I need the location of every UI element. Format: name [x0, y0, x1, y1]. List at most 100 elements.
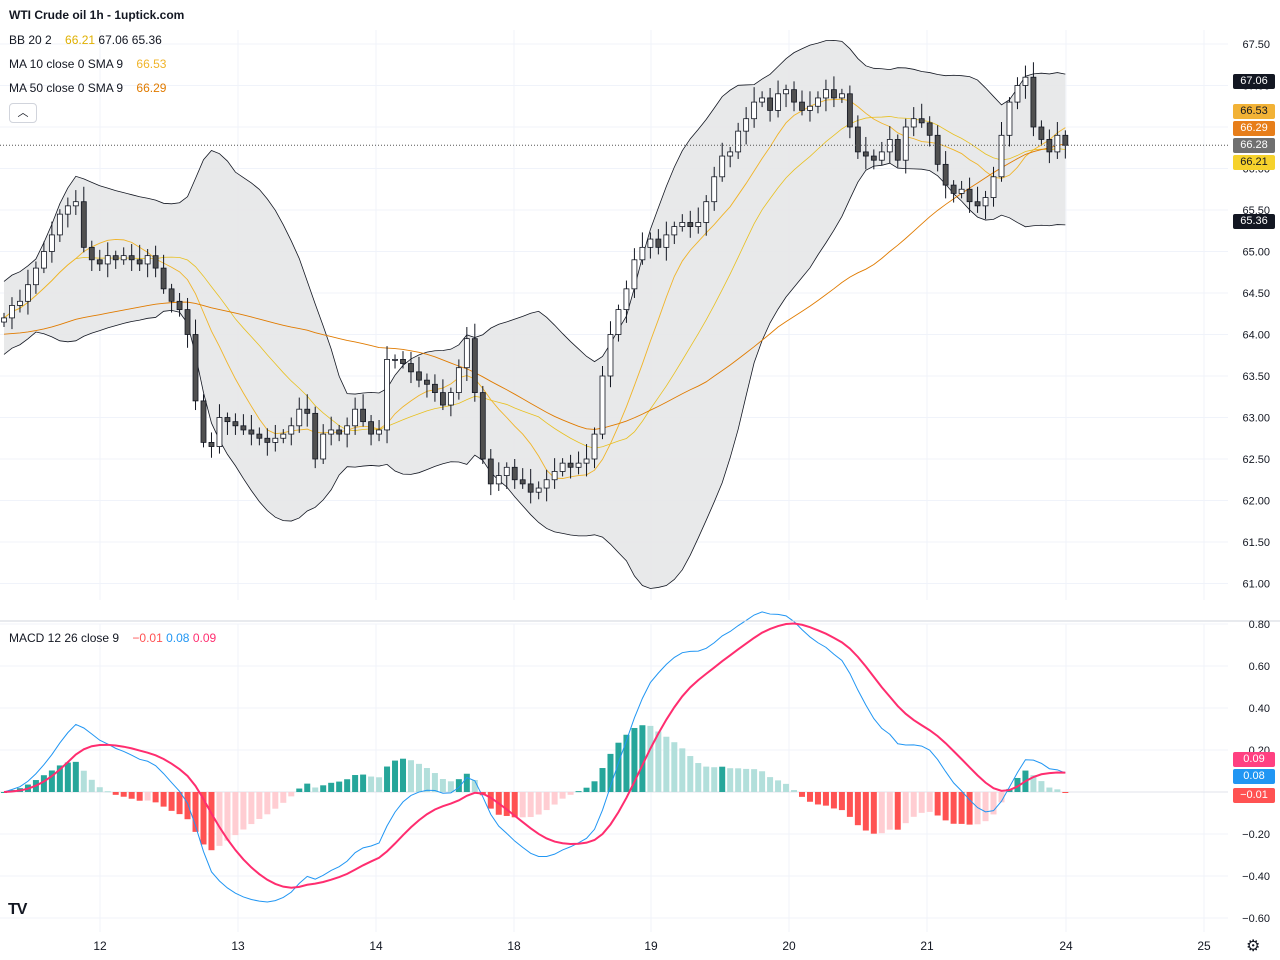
date-tick-label: 14 [369, 939, 383, 953]
candle-body [527, 483, 534, 493]
candle-body [671, 226, 678, 236]
candle-body [878, 151, 885, 161]
macd-hist-bar [814, 792, 821, 805]
macd-hist-bar [695, 763, 702, 792]
candle-body [48, 234, 55, 252]
candle-body [352, 408, 359, 427]
candle-body [1038, 126, 1045, 140]
macd-hist-bar [415, 763, 422, 792]
date-tick-label: 13 [231, 939, 245, 953]
bb-legend[interactable]: BB 20 2 66.21 67.06 65.36 [9, 33, 162, 47]
macd-hist-bar [767, 777, 774, 792]
candle-body [192, 334, 199, 402]
candle-body [455, 367, 462, 394]
candle-body [64, 205, 71, 215]
candle-body [56, 213, 63, 236]
macd-hist-bar [88, 779, 95, 792]
candle-body [80, 201, 87, 248]
collapse-legend-button[interactable]: ︿ [9, 103, 37, 123]
candle-body [280, 433, 287, 439]
macd-hist-value: −0.01 [132, 631, 163, 645]
bb-basis-badge: 66.21 [1233, 155, 1275, 170]
macd-hist-bar [184, 792, 191, 820]
macd-tick-label: 0.60 [1249, 661, 1270, 673]
candle-body [870, 155, 877, 161]
chart-title: WTI Crude oil 1h - 1uptick.com [9, 8, 185, 22]
ma10-legend[interactable]: MA 10 close 0 SMA 9 66.53 [9, 57, 166, 71]
candle-body [1030, 76, 1037, 128]
candle-body [894, 139, 901, 161]
candle-body [567, 462, 574, 468]
candle-body [623, 288, 630, 311]
bb-upper-line [3, 40, 1066, 395]
macd-hist-bar [368, 776, 375, 792]
bb-basis-value: 66.21 [65, 33, 96, 47]
macd-hist-bar [631, 728, 638, 792]
candle-body [854, 126, 861, 153]
macd-hist-bar [56, 765, 63, 792]
macd-hist-bar [918, 792, 925, 813]
bb-upper-badge: 67.06 [1233, 74, 1275, 89]
candle-body [296, 408, 303, 427]
candle-body [1022, 76, 1029, 86]
macd-hist-bar [376, 777, 383, 792]
macd-hist-bar [910, 792, 917, 817]
macd-hist-bar [799, 792, 805, 797]
macd-hist-bar [336, 781, 343, 792]
candle-body [711, 176, 718, 203]
candle-body [424, 379, 430, 385]
candle-body [902, 126, 909, 161]
macd-hist-bar [998, 792, 1005, 803]
macd-hist-bar [447, 781, 454, 792]
macd-hist-bar [830, 792, 837, 809]
macd-hist-bar [878, 792, 885, 834]
candle-body [990, 176, 997, 198]
candle-body [216, 417, 223, 447]
macd-hist-bar [200, 792, 207, 845]
candle-body [240, 425, 247, 431]
macd-hist-bar [487, 792, 494, 809]
candle-body [495, 475, 502, 485]
settings-gear-icon[interactable]: ⚙ [1246, 938, 1261, 955]
macd-hist-bar [256, 792, 263, 819]
macd-line-badge: 0.08 [1233, 769, 1275, 784]
macd-hist-bar [854, 792, 861, 826]
date-tick-label: 19 [644, 939, 658, 953]
macd-hist-bar [727, 768, 734, 792]
candle-body [136, 259, 143, 265]
macd-hist-bar [192, 792, 199, 832]
ma50-legend[interactable]: MA 50 close 0 SMA 9 66.29 [9, 81, 166, 95]
macd-hist-bar [224, 792, 231, 841]
macd-hist-bar [216, 792, 223, 846]
candle-body [1046, 139, 1053, 153]
candle-body [1, 317, 7, 323]
candle-body [926, 122, 933, 136]
candle-body [416, 371, 422, 381]
candle-body [823, 89, 829, 99]
candle-body [703, 201, 710, 223]
candle-body [256, 433, 263, 439]
candle-body [950, 184, 957, 194]
candle-body [360, 408, 367, 423]
macd-hist-bar [208, 792, 215, 851]
candle-body [783, 89, 789, 95]
date-tick-label: 21 [920, 939, 934, 953]
macd-hist-bar [958, 792, 965, 824]
candle-body [208, 441, 215, 447]
candle-body [152, 255, 159, 269]
candle-body [320, 433, 327, 460]
candle-body [479, 392, 486, 460]
macd-hist-bar [240, 792, 247, 830]
macd-hist-bar [894, 792, 901, 830]
macd-hist-bar [320, 785, 327, 792]
candle-body [376, 429, 382, 435]
macd-legend[interactable]: MACD 12 26 close 9 −0.01 0.08 0.09 [9, 631, 216, 645]
candle-body [384, 358, 390, 431]
macd-hist-bar [751, 769, 758, 792]
candle-body [679, 222, 686, 227]
candle-body [160, 267, 167, 290]
macd-hist-bar [519, 792, 526, 818]
candle-body [224, 417, 231, 423]
tradingview-logo[interactable]: TV [8, 901, 27, 918]
